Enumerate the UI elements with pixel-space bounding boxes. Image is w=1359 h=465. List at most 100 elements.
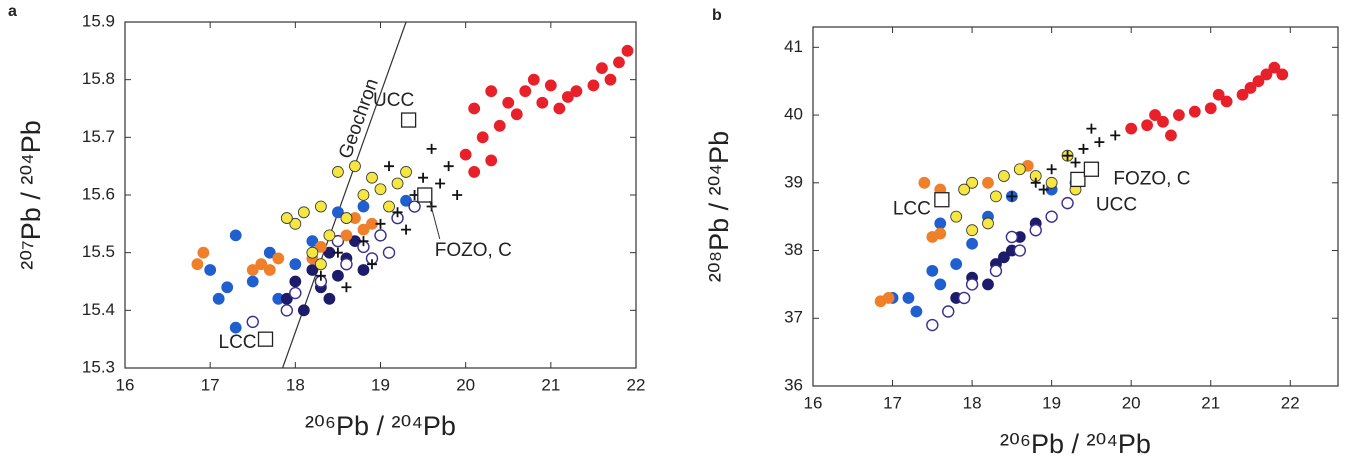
y-tick-label: 40	[784, 105, 803, 124]
panel-label: a	[8, 3, 17, 20]
point	[221, 281, 234, 294]
point	[289, 275, 302, 288]
x-tick-label: 22	[627, 375, 646, 394]
point	[527, 73, 540, 86]
point	[306, 264, 319, 276]
point	[934, 217, 947, 230]
point	[349, 160, 361, 173]
point	[957, 291, 971, 305]
point	[1149, 109, 1161, 121]
reservoir-marker	[934, 192, 950, 208]
reservoir-marker	[257, 331, 274, 347]
point	[1045, 210, 1058, 223]
point	[289, 258, 302, 271]
leader-line	[429, 200, 441, 240]
point	[485, 154, 498, 167]
x-tick-label: 21	[1201, 393, 1220, 412]
reservoir-marker	[1070, 171, 1086, 188]
point	[314, 258, 327, 271]
point	[493, 119, 506, 132]
plus-point	[1030, 177, 1041, 188]
point	[990, 190, 1002, 203]
point	[289, 217, 302, 230]
plus-point	[332, 247, 343, 258]
point	[613, 56, 625, 69]
point	[965, 278, 979, 291]
plus-point	[1046, 164, 1057, 175]
point	[1260, 68, 1273, 81]
point	[485, 85, 498, 98]
point	[263, 246, 276, 259]
plus-point	[1038, 184, 1049, 195]
point	[998, 251, 1010, 264]
point	[989, 264, 1003, 278]
point	[544, 79, 557, 92]
point	[263, 264, 276, 276]
point	[340, 258, 353, 271]
point	[323, 292, 336, 305]
point	[246, 264, 259, 276]
point	[476, 131, 489, 144]
point	[882, 292, 895, 304]
plot-frame	[812, 26, 1339, 387]
point	[1244, 82, 1257, 94]
point	[340, 229, 353, 242]
point	[197, 246, 210, 259]
point	[966, 176, 978, 189]
point	[297, 304, 310, 317]
point	[1252, 75, 1265, 88]
point	[982, 176, 994, 189]
point	[553, 102, 566, 115]
x-tick-label: 16	[804, 393, 823, 412]
x-tick-label: 19	[1042, 393, 1061, 412]
point	[587, 79, 600, 92]
point	[289, 286, 302, 300]
plus-point	[375, 218, 386, 229]
point	[255, 258, 268, 271]
point	[958, 183, 971, 196]
point	[204, 264, 217, 276]
point	[400, 166, 412, 178]
plus-point	[435, 178, 446, 189]
x-tick-label: 16	[116, 375, 135, 394]
reservoir-label: FOZO, C	[1113, 168, 1190, 189]
point	[1141, 119, 1153, 132]
point	[357, 189, 370, 201]
plus-point	[401, 224, 412, 235]
point	[332, 269, 344, 282]
point	[306, 235, 319, 248]
panel: b 16 17 18 19 20 21 22 36 37 38 39 40 41 ²⁰⁶Pb / ²⁰⁴Pb…	[704, 7, 1339, 459]
point	[1157, 115, 1169, 128]
point	[950, 210, 963, 223]
point	[332, 166, 344, 178]
point	[246, 315, 259, 329]
x-axis-title: ²⁰⁶Pb / ²⁰⁴Pb	[1000, 429, 1151, 459]
reservoir-marker	[1083, 161, 1100, 177]
point	[926, 318, 939, 332]
point	[998, 170, 1010, 182]
reservoir-label: UCC	[1096, 194, 1137, 215]
point	[468, 166, 481, 178]
point	[910, 305, 923, 318]
point	[366, 171, 378, 184]
x-tick-label: 22	[1281, 393, 1300, 412]
plus-point	[1062, 150, 1073, 161]
point	[982, 278, 994, 291]
y-tick-label: 41	[784, 37, 803, 56]
point	[383, 200, 395, 213]
point	[1204, 102, 1217, 115]
plus-point	[1110, 130, 1121, 141]
reservoir-marker	[417, 187, 433, 203]
point	[357, 223, 370, 236]
point	[1061, 196, 1074, 210]
point	[966, 237, 978, 250]
point	[1188, 105, 1201, 118]
point	[561, 91, 574, 103]
point	[1236, 88, 1249, 101]
x-tick-label: 19	[371, 375, 390, 394]
point	[926, 264, 939, 277]
point	[408, 200, 421, 213]
y-tick-label: 15.8	[82, 69, 115, 88]
point	[280, 212, 293, 224]
y-tick-label: 15.3	[82, 357, 115, 376]
